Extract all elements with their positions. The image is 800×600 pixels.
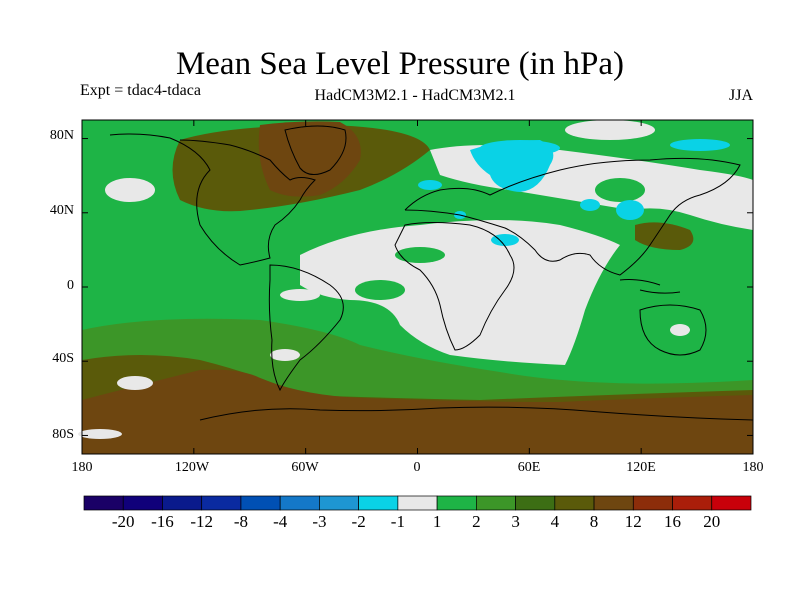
axis-ticks <box>81 120 754 454</box>
pacific-olive-patch <box>635 222 694 250</box>
x-tick-label-120e: 120E <box>626 460 656 475</box>
southern-band-brown <box>82 369 753 454</box>
siberia-green-patch <box>595 178 645 202</box>
colorbar-swatch-15 <box>672 495 713 511</box>
colorbar-label: 2 <box>472 512 481 531</box>
colorbar-label: -3 <box>312 512 327 531</box>
colorbar-label: 12 <box>624 512 642 531</box>
australia-light-patch <box>670 324 690 336</box>
antarctic-light-patch <box>78 429 122 439</box>
africa-coast <box>394 222 515 351</box>
south-pacific-light-patch <box>117 376 153 390</box>
atlantic-light-patch <box>280 289 320 301</box>
x-tick-label-60w: 60W <box>291 460 319 475</box>
south-america-coast <box>268 264 344 392</box>
eurasia-coast <box>404 157 741 276</box>
colorbar-label: 20 <box>703 512 721 531</box>
colorbar-label: 8 <box>589 512 599 531</box>
colorbar-swatch-1 <box>122 495 163 511</box>
colorbar-label: -8 <box>233 512 249 531</box>
coastlines <box>109 125 754 421</box>
north-pacific-light-patch <box>105 178 155 202</box>
x-tick-label-0: 0 <box>413 460 421 475</box>
mideast-cyan-patch <box>491 234 519 246</box>
colorbar-label: -16 <box>151 512 174 531</box>
chart-title: Mean Sea Level Pressure (in hPa) <box>175 46 625 82</box>
arctic-cyan-patch-1 <box>480 140 560 156</box>
colorbar-swatch-9 <box>436 495 477 511</box>
colorbar-swatch-16 <box>711 495 752 511</box>
greenland-brown <box>258 121 361 197</box>
colorbar-label: 4 <box>550 512 560 531</box>
colorbar-swatch-3 <box>201 495 242 511</box>
y-tick-label-40S: 40S <box>52 351 74 366</box>
x-tick-label-180e: 180 <box>742 460 764 475</box>
australia-coast <box>639 304 707 356</box>
colorbar-swatch-6 <box>319 495 359 511</box>
x-tick-label-180w: 180 <box>71 460 93 475</box>
arctic-light-patch <box>565 120 655 140</box>
antarctica-coast <box>199 406 754 421</box>
colorbar-swatch-0 <box>83 495 124 511</box>
colorbar-swatch-7 <box>358 495 399 511</box>
north-america-coast <box>109 133 316 266</box>
europe-cyan-patch <box>418 180 442 190</box>
colorbar-label: -1 <box>390 512 405 531</box>
x-tick-label-120w: 120W <box>174 460 210 475</box>
colorbar-label: -4 <box>273 512 288 531</box>
colorbar-swatch-14 <box>632 495 673 511</box>
atlantic-green-patch <box>355 280 405 300</box>
y-tick-label-0: 0 <box>67 278 74 293</box>
central-asia-cyan-patch <box>580 199 600 211</box>
colorbar-label: 1 <box>432 512 442 531</box>
colorbar <box>83 495 752 511</box>
colorbar-swatch-11 <box>515 495 556 511</box>
colorbar-label: -12 <box>190 512 214 531</box>
colorbar-swatch-12 <box>554 495 595 511</box>
south-america-light-patch <box>270 349 300 361</box>
colorbar-label: -2 <box>351 512 366 531</box>
y-tick-label-80N: 80N <box>49 128 74 143</box>
asia-cyan-patch <box>616 200 644 220</box>
equatorial-green-patch <box>395 247 445 263</box>
colorbar-swatch-5 <box>279 495 320 511</box>
colorbar-swatch-8 <box>397 495 438 511</box>
x-tick-label-60e: 60E <box>517 460 541 475</box>
model-label: HadCM3M2.1 - HadCM3M2.1 <box>314 87 516 104</box>
experiment-label: Expt = tdac4-tdaca <box>80 82 201 99</box>
colorbar-swatch-4 <box>240 495 281 511</box>
colorbar-label: -20 <box>111 512 135 531</box>
arctic-cyan-patch-2 <box>670 139 730 151</box>
colorbar-label: 16 <box>664 512 682 531</box>
y-tick-label-80S: 80S <box>52 427 74 442</box>
colorbar-swatch-2 <box>162 495 203 511</box>
season-label: JJA <box>728 87 753 104</box>
colorbar-swatch-10 <box>476 495 516 511</box>
colorbar-swatch-13 <box>593 495 634 511</box>
indonesia-coast <box>619 279 681 294</box>
colorbar-label: 3 <box>511 512 520 531</box>
y-tick-label-40N: 40N <box>49 203 74 218</box>
greenland-coast <box>284 125 347 175</box>
